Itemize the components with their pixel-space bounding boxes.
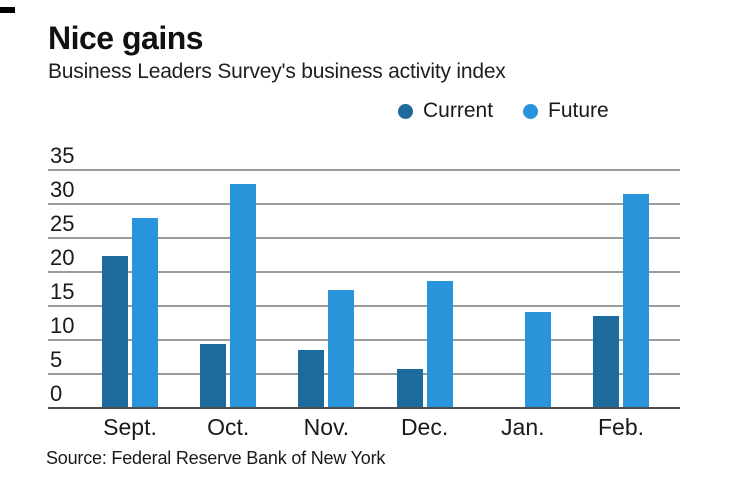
gridline-15	[48, 305, 680, 307]
gridline-35	[48, 169, 680, 171]
bar-current-sept	[102, 256, 128, 408]
x-axis-label-sept: Sept.	[103, 414, 157, 440]
bar-future-sept	[132, 217, 158, 408]
legend-item-current: Current	[398, 99, 493, 123]
corner-dash	[0, 7, 15, 13]
chart-title: Nice gains	[48, 20, 204, 56]
x-axis-label-feb: Feb.	[597, 414, 645, 440]
bar-future-nov	[328, 290, 355, 408]
legend-dot-future-icon	[523, 103, 539, 119]
bar-future-jan	[524, 312, 551, 408]
bar-current-dec	[396, 369, 423, 408]
bar-current-nov	[298, 349, 325, 408]
y-tick-label-10: 10	[50, 313, 75, 338]
legend-label-current: Current	[423, 99, 494, 122]
x-axis-label-nov: Nov.	[303, 414, 350, 440]
bar-future-feb	[623, 194, 649, 408]
y-tick-label-20: 20	[50, 245, 75, 270]
legend-dot-current-icon	[398, 103, 413, 119]
legend-item-future: Future	[523, 99, 609, 123]
gridline-10	[48, 339, 680, 341]
bar-future-oct	[230, 184, 257, 408]
gridline-20	[48, 271, 680, 273]
gridline-30	[48, 203, 680, 205]
y-tick-label-5: 5	[50, 347, 63, 372]
legend: Current Future	[398, 99, 609, 123]
y-tick-label-15: 15	[50, 279, 75, 304]
gridline-25	[48, 237, 680, 239]
source-note: Source: Federal Reserve Bank of New York	[46, 448, 386, 468]
y-tick-label-30: 30	[50, 177, 75, 202]
bar-current-oct	[200, 344, 227, 408]
y-tick-label-25: 25	[50, 211, 75, 236]
chart-subtitle: Business Leaders Survey's business activ…	[48, 60, 506, 83]
x-axis-label-oct: Oct.	[207, 414, 250, 440]
x-axis-label-dec: Dec.	[400, 414, 449, 440]
y-tick-label-0: 0	[50, 381, 63, 406]
gridline-5	[48, 373, 680, 375]
y-tick-label-35: 35	[50, 143, 75, 168]
legend-label-future: Future	[548, 99, 609, 122]
bar-future-dec	[426, 280, 453, 408]
bar-current-feb	[593, 315, 619, 408]
x-axis-line	[48, 407, 680, 409]
x-axis-label-jan: Jan.	[501, 414, 545, 440]
